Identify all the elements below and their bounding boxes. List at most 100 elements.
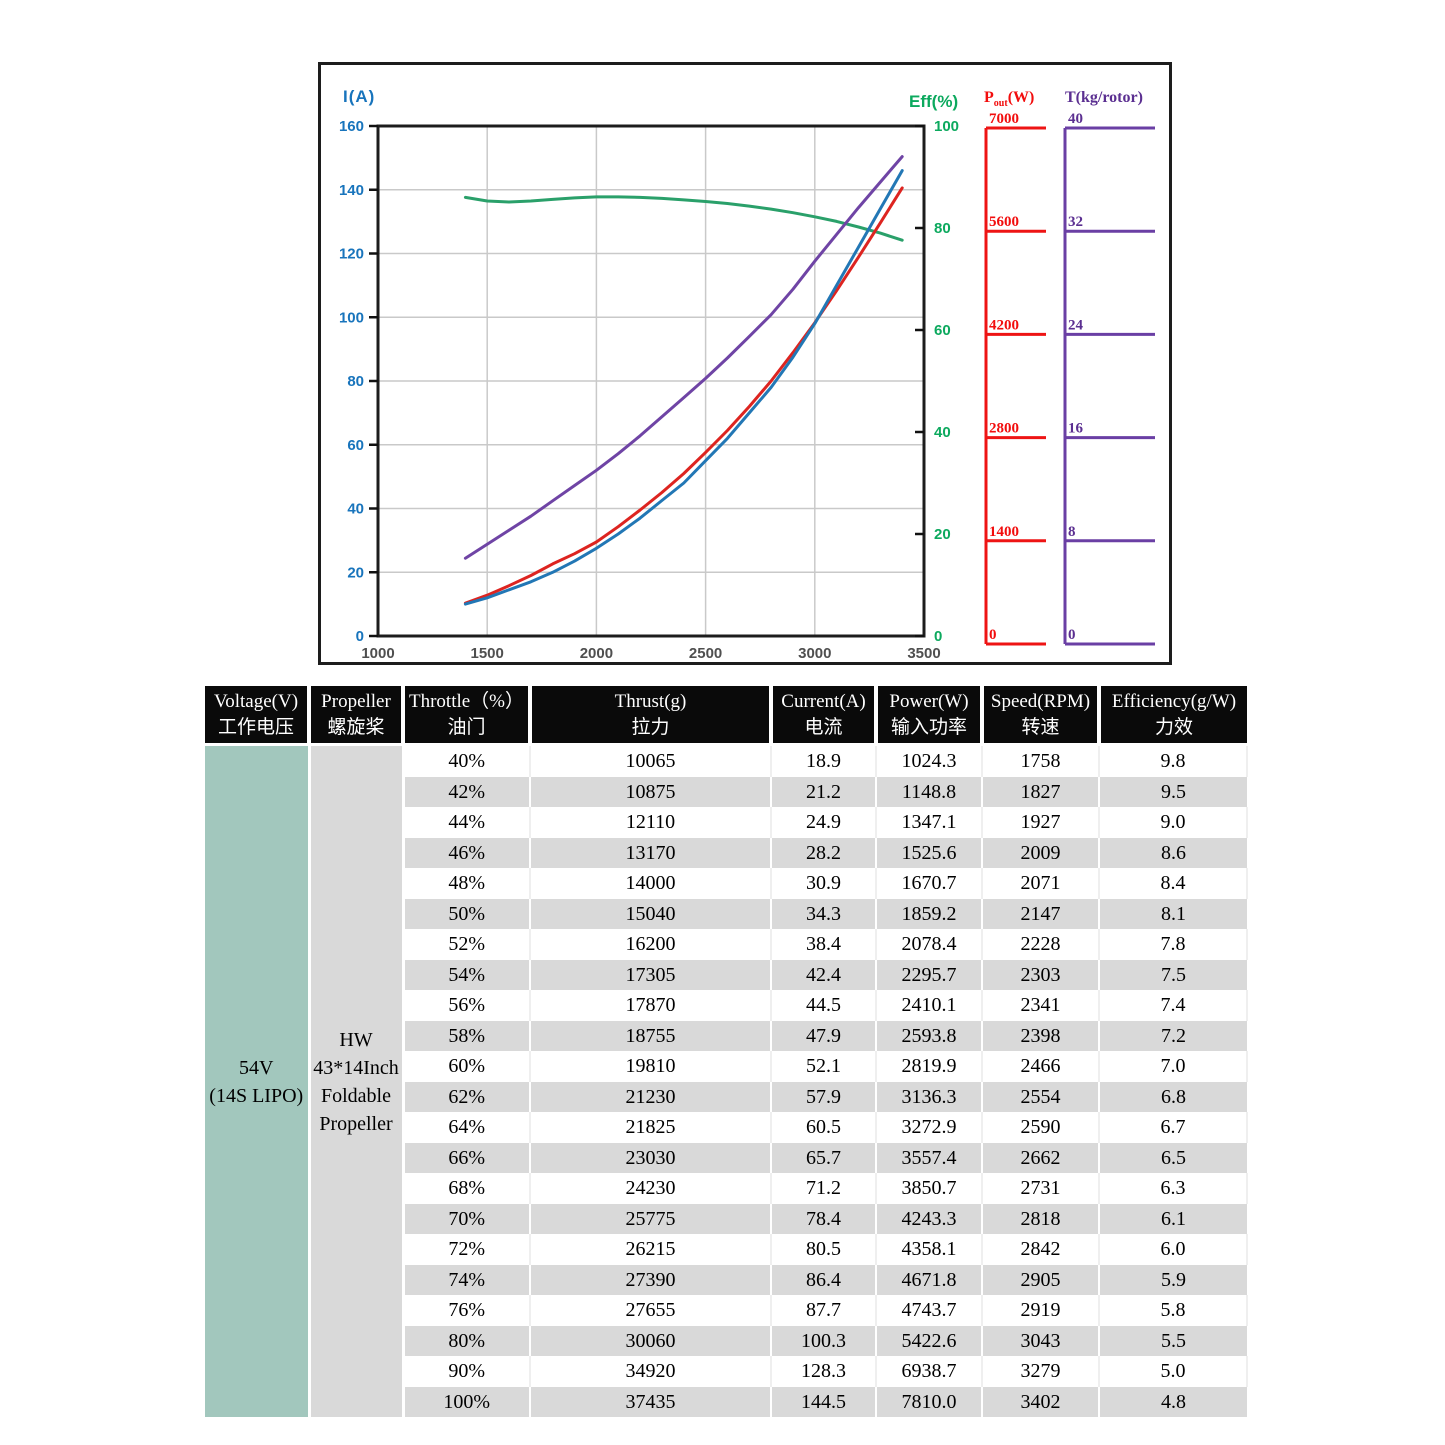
data-cell: 6938.7 <box>876 1356 983 1387</box>
data-cell: 2819.9 <box>876 1051 983 1082</box>
data-cell: 42.4 <box>771 959 877 990</box>
thrust-tick-label: 32 <box>1068 214 1083 230</box>
data-cell: 58% <box>403 1020 531 1051</box>
data-cell: 44.5 <box>771 990 877 1021</box>
table-row: 58% 18755 47.9 2593.8 2398 7.2 <box>205 1020 1247 1051</box>
data-cell: 72% <box>403 1234 531 1265</box>
data-cell: 30060 <box>530 1325 772 1356</box>
data-cell: 2818 <box>982 1203 1100 1234</box>
pout-tick-label: 4200 <box>989 317 1019 333</box>
column-header: Power(W) 输入功率 <box>876 686 984 746</box>
data-cell: 3279 <box>982 1356 1100 1387</box>
column-header: Speed(RPM) 转速 <box>982 686 1101 746</box>
x-tick-label: 1000 <box>361 645 394 662</box>
data-cell: 56% <box>403 990 531 1021</box>
table-row: 64% 21825 60.5 3272.9 2590 6.7 <box>205 1112 1248 1143</box>
voltage-cell: 54V (14S LIPO) <box>205 744 311 1417</box>
curve-current <box>463 169 904 606</box>
data-cell: 80% <box>403 1325 531 1356</box>
data-cell: 24230 <box>530 1173 772 1204</box>
data-cell: 2919 <box>982 1295 1100 1326</box>
pout-tick-label: 7000 <box>989 111 1019 127</box>
pout-tick-label: 1400 <box>989 524 1019 540</box>
thrust-tick-label: 8 <box>1068 524 1076 540</box>
data-cell: 70% <box>403 1203 531 1234</box>
data-cell: 28.2 <box>771 837 877 868</box>
data-cell: 13170 <box>530 837 772 868</box>
data-cell: 3402 <box>982 1386 1100 1417</box>
data-cell: 5.0 <box>1099 1356 1248 1387</box>
data-cell: 7.8 <box>1099 929 1248 960</box>
efficiency-axis-title: Eff(%) <box>909 92 959 111</box>
data-cell: 50% <box>403 898 531 929</box>
data-cell: 21230 <box>530 1081 772 1112</box>
data-cell: 2554 <box>982 1081 1100 1112</box>
data-cell: 8.1 <box>1099 898 1247 929</box>
data-cell: 62% <box>403 1081 531 1112</box>
data-cell: 7.2 <box>1099 1020 1247 1051</box>
table-row: 46% 13170 28.2 1525.6 2009 8.6 <box>205 837 1247 868</box>
data-cell: 18755 <box>530 1020 772 1051</box>
data-cell: 5.5 <box>1099 1325 1247 1356</box>
data-cell: 42% <box>403 776 531 807</box>
current-tick-label: 100 <box>339 309 364 326</box>
data-cell: 86.4 <box>771 1264 877 1295</box>
data-cell: 52% <box>403 929 531 960</box>
current-axis-title: I(A) <box>343 87 376 106</box>
pout-tick-label: 0 <box>989 627 997 643</box>
table-row: 44% 12110 24.9 1347.1 1927 9.0 <box>205 807 1248 838</box>
data-cell: 64% <box>403 1112 531 1143</box>
data-cell: 47.9 <box>771 1020 877 1051</box>
x-tick-label: 3000 <box>798 645 831 662</box>
data-cell: 5.8 <box>1099 1295 1248 1326</box>
data-cell: 57.9 <box>771 1081 877 1112</box>
data-cell: 27655 <box>530 1295 772 1326</box>
data-cell: 2078.4 <box>876 929 983 960</box>
data-cell: 46% <box>403 837 531 868</box>
data-cell: 87.7 <box>771 1295 877 1326</box>
data-cell: 2466 <box>982 1051 1100 1082</box>
pout-tick-label: 2800 <box>989 421 1019 437</box>
data-cell: 14000 <box>530 868 772 899</box>
data-cell: 2842 <box>982 1234 1100 1265</box>
table-row: 48% 14000 30.9 1670.7 2071 8.4 <box>205 868 1248 899</box>
data-cell: 2398 <box>982 1020 1100 1051</box>
data-cell: 1024.3 <box>876 744 983 777</box>
table-header: Voltage(V) 工作电压 Propeller 螺旋桨 Throttle（%） 油门 T… <box>205 686 1247 746</box>
column-header: Voltage(V) 工作电压 <box>205 686 311 746</box>
data-cell: 71.2 <box>771 1173 877 1204</box>
data-cell: 1525.6 <box>876 837 983 868</box>
data-cell: 40% <box>403 744 531 777</box>
data-cell: 38.4 <box>771 929 877 960</box>
data-cell: 4743.7 <box>876 1295 983 1326</box>
table-row: 56% 17870 44.5 2410.1 2341 7.4 <box>205 990 1248 1021</box>
data-cell: 66% <box>403 1142 531 1173</box>
data-cell: 100.3 <box>771 1325 877 1356</box>
thrust-tick-label: 24 <box>1068 317 1084 333</box>
table-row: 72% 26215 80.5 4358.1 2842 6.0 <box>205 1234 1248 1265</box>
column-header: Thrust(g) 拉力 <box>530 686 773 746</box>
data-cell: 5.9 <box>1099 1264 1247 1295</box>
table-body: 54V (14S LIPO) HW 43*14Inch Foldable Propelle… <box>205 744 1248 1417</box>
x-tick-label: 1500 <box>471 645 504 662</box>
x-tick-label: 2500 <box>689 645 722 662</box>
data-cell: 17870 <box>530 990 772 1021</box>
current-tick-label: 80 <box>347 373 364 390</box>
column-header: Current(A) 电流 <box>771 686 878 746</box>
curve-eff <box>463 195 904 242</box>
data-cell: 6.0 <box>1099 1234 1248 1265</box>
table-row: 68% 24230 71.2 3850.7 2731 6.3 <box>205 1173 1248 1204</box>
data-cell: 60.5 <box>771 1112 877 1143</box>
current-tick-label: 0 <box>356 628 364 645</box>
thrust-axis-title: T(kg/rotor) <box>1065 89 1143 106</box>
current-tick-label: 20 <box>347 564 364 581</box>
data-cell: 144.5 <box>771 1386 877 1417</box>
data-cell: 68% <box>403 1173 531 1204</box>
eff-tick-label: 80 <box>934 220 951 237</box>
data-cell: 27390 <box>530 1264 772 1295</box>
data-cell: 7.4 <box>1099 990 1248 1021</box>
eff-tick-label: 0 <box>934 628 942 645</box>
data-cell: 2228 <box>982 929 1100 960</box>
data-cell: 15040 <box>530 898 772 929</box>
